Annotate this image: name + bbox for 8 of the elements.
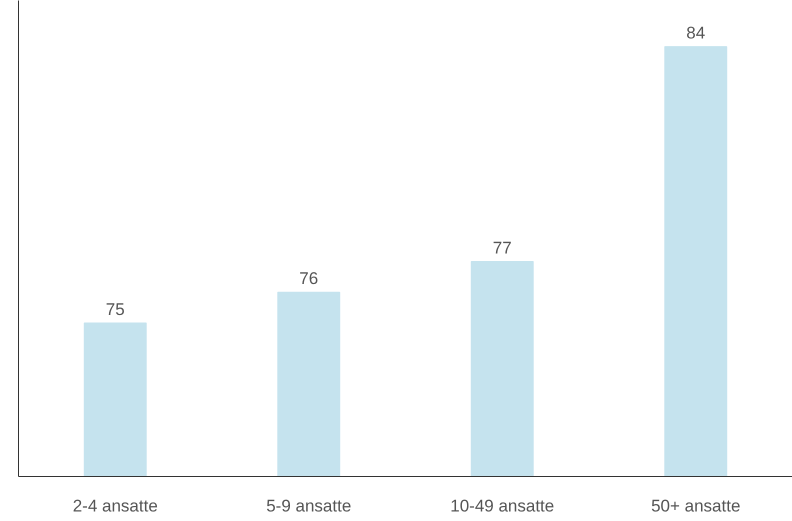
x-tick-label: 2-4 ansatte: [72, 496, 158, 516]
data-label: 75: [106, 300, 125, 319]
x-tick-label: 50+ ansatte: [651, 496, 740, 516]
data-label: 76: [299, 269, 318, 288]
x-tick-label: 5-9 ansatte: [266, 496, 352, 516]
data-label: 84: [686, 24, 706, 43]
x-tick-label: 10-49 ansatte: [450, 496, 554, 516]
data-label: 77: [492, 238, 512, 258]
